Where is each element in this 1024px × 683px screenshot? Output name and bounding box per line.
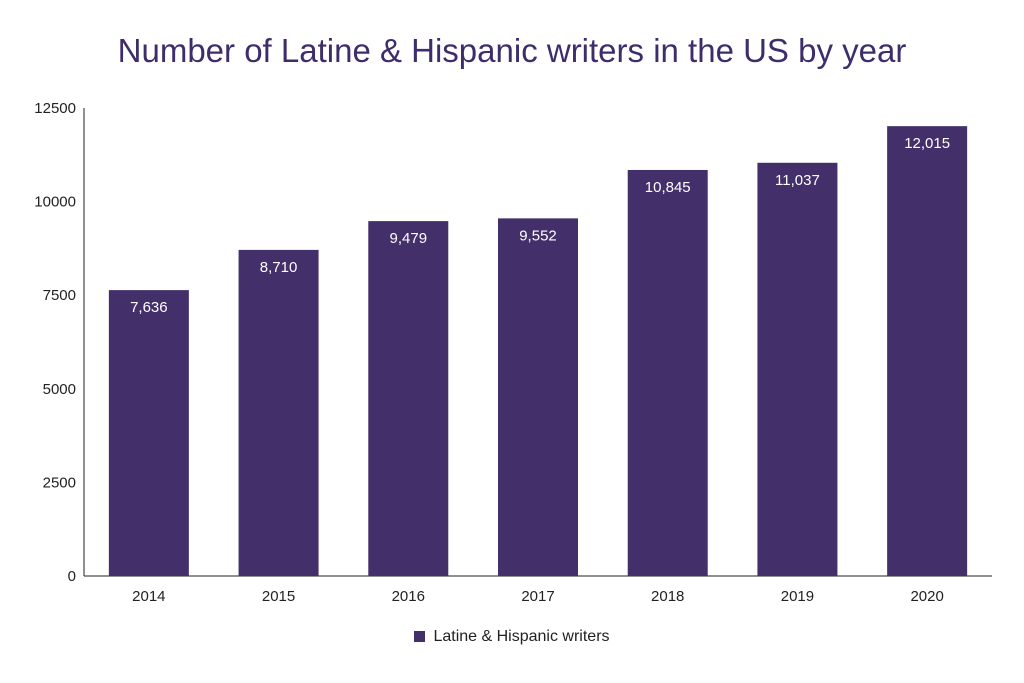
x-tick-label: 2018 (651, 588, 684, 605)
x-tick-label: 2017 (521, 588, 554, 605)
y-tick-label: 0 (68, 568, 76, 585)
legend-swatch (414, 631, 426, 642)
legend-label: Latine & Hispanic writers (433, 628, 610, 645)
x-tick-label: 2015 (262, 588, 295, 605)
y-tick-label: 2500 (43, 474, 76, 491)
bar (757, 162, 838, 576)
y-tick-label: 7500 (43, 287, 76, 304)
bar (627, 169, 708, 576)
x-tick-label: 2014 (132, 588, 165, 605)
bar (368, 221, 449, 576)
x-tick-label: 2019 (781, 588, 814, 605)
chart-title: Number of Latine & Hispanic writers in t… (117, 32, 907, 69)
data-label: 9,479 (390, 230, 428, 247)
y-tick-label: 5000 (43, 381, 76, 398)
data-label: 11,037 (775, 172, 820, 189)
data-label: 12,015 (904, 135, 950, 152)
x-tick-label: 2016 (392, 588, 425, 605)
bar (498, 218, 578, 577)
legend: Latine & Hispanic writers (0, 628, 1024, 646)
data-label: 7,636 (130, 299, 168, 316)
x-tick-label: 2020 (910, 588, 943, 605)
data-label: 9,552 (519, 227, 557, 244)
bar (238, 249, 319, 577)
data-label: 10,845 (645, 179, 691, 196)
y-tick-label: 12500 (34, 100, 76, 117)
data-label: 8,710 (260, 259, 298, 276)
bar (887, 126, 968, 577)
bar (108, 290, 189, 576)
y-tick-label: 10000 (34, 194, 76, 211)
